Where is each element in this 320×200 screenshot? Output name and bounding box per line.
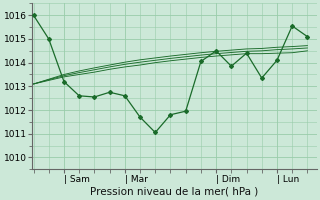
X-axis label: Pression niveau de la mer( hPa ): Pression niveau de la mer( hPa ) bbox=[90, 187, 259, 197]
